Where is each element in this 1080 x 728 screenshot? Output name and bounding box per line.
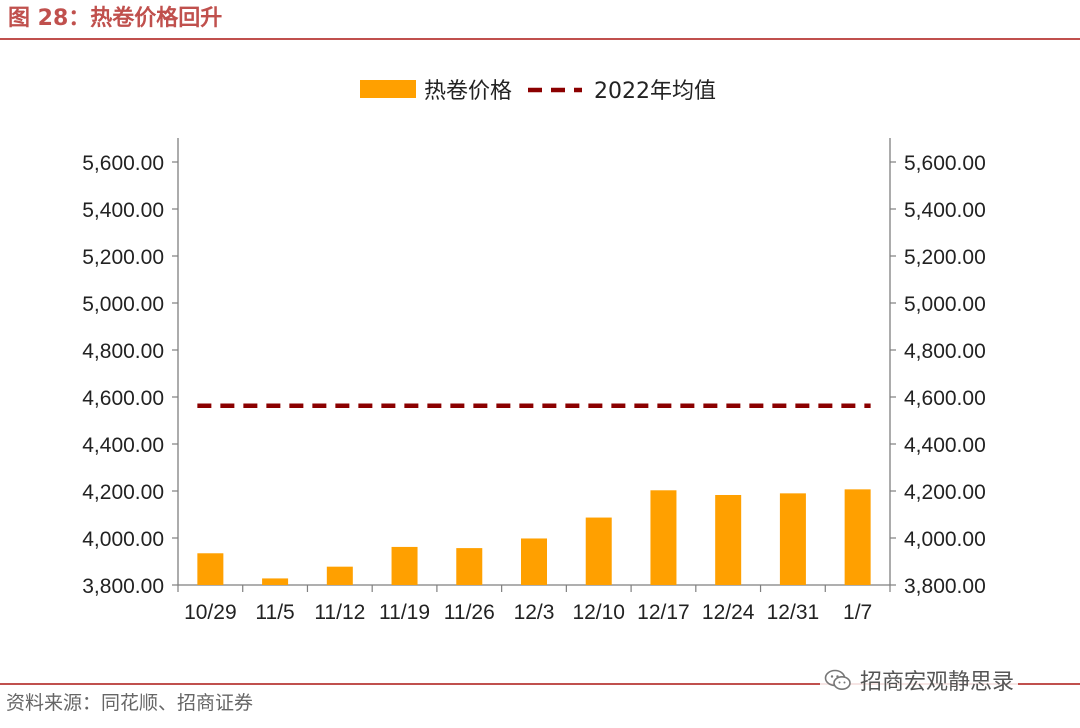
bar [262, 578, 289, 585]
bar [197, 553, 224, 585]
source-note: 资料来源：同花顺、招商证券 [6, 692, 254, 714]
bar [650, 490, 677, 585]
y-tick-label-right: 5,400.00 [904, 199, 986, 222]
bar [521, 538, 547, 585]
y-tick-label-right: 4,600.00 [904, 387, 986, 410]
bar [779, 493, 806, 585]
bar [391, 546, 418, 585]
x-tick-label: 11/26 [444, 601, 495, 624]
bar [585, 517, 612, 585]
y-tick-label-right: 4,000.00 [904, 528, 986, 551]
y-tick-label-right: 4,800.00 [904, 340, 986, 363]
y-tick-label-left: 5,000.00 [82, 293, 164, 316]
x-tick-label: 11/12 [314, 601, 365, 624]
title-rule [0, 38, 1080, 40]
y-tick-label-right: 5,000.00 [904, 293, 986, 316]
y-tick-label-left: 4,800.00 [82, 340, 164, 363]
y-tick-label-right: 4,400.00 [904, 434, 986, 457]
watermark: 招商宏观静思录 [820, 664, 1019, 696]
figure-title-text: 热卷价格回升 [90, 6, 223, 31]
footer-rule [0, 683, 1080, 685]
legend-swatch-bar [360, 80, 416, 98]
x-tick-label: 10/29 [184, 601, 237, 624]
figure-label: 图 28： [8, 6, 91, 31]
y-tick-label-right: 4,200.00 [904, 481, 986, 504]
x-tick-label: 1/7 [843, 601, 872, 624]
y-tick-label-left: 5,600.00 [82, 152, 164, 175]
x-tick-label: 12/10 [572, 601, 625, 624]
y-tick-label-left: 4,200.00 [82, 481, 164, 504]
watermark-text: 招商宏观静思录 [860, 670, 1015, 695]
y-tick-label-left: 4,600.00 [82, 387, 164, 410]
bar [844, 489, 871, 585]
x-tick-label: 11/5 [255, 601, 294, 624]
y-tick-label-left: 5,400.00 [82, 199, 164, 222]
x-tick-label: 12/17 [637, 601, 690, 624]
y-tick-label-right: 5,600.00 [904, 152, 986, 175]
x-tick-label: 12/31 [767, 601, 820, 624]
y-tick-label-left: 3,800.00 [82, 575, 164, 598]
y-tick-label-left: 5,200.00 [82, 246, 164, 269]
legend-label-bar: 热卷价格 [424, 79, 512, 104]
bar [326, 566, 353, 585]
x-tick-label: 11/19 [379, 601, 430, 624]
y-tick-label-right: 5,200.00 [904, 246, 986, 269]
bar [456, 548, 483, 585]
y-tick-label-left: 4,000.00 [82, 528, 164, 551]
figure-title: 图 28：热卷价格回升 [8, 2, 222, 36]
wechat-icon [824, 669, 851, 690]
x-tick-label: 12/3 [514, 601, 555, 624]
y-tick-label-left: 4,400.00 [82, 434, 164, 457]
bar-chart: 3,800.00 3,800.00 4,000.00 4,000.00 4,200.00… [82, 79, 986, 624]
x-tick-label: 12/24 [702, 601, 755, 624]
bar [715, 494, 742, 585]
y-tick-label-right: 3,800.00 [904, 575, 986, 598]
legend-label-line: 2022年均值 [594, 79, 716, 104]
